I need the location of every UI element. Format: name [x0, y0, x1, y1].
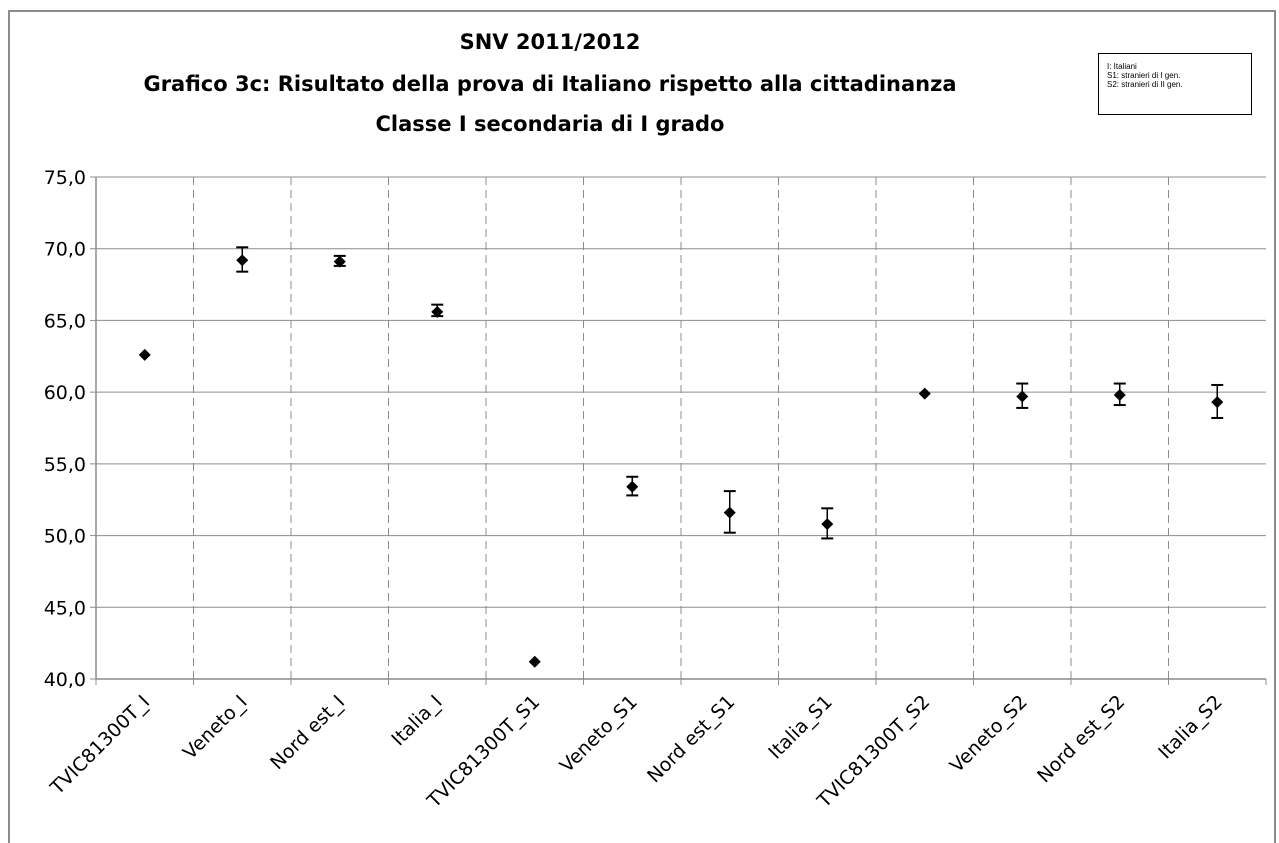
- x-tick-label: Veneto_S1: [556, 691, 642, 777]
- legend-entry: S1: stranieri di I gen.: [1107, 71, 1181, 80]
- data-point-marker: [333, 255, 346, 268]
- data-point-marker: [431, 305, 444, 318]
- chart-subtitle-line-2: Classe I secondaria di I grado: [375, 112, 725, 136]
- chart-subtitle-line-1: Grafico 3c: Risultato della prova di Ita…: [143, 72, 957, 96]
- data-point-marker: [236, 254, 249, 267]
- data-point-marker: [1211, 396, 1224, 409]
- data-point-marker: [1113, 389, 1126, 402]
- data-point-marker: [821, 518, 834, 531]
- chart-title: SNV 2011/2012: [459, 30, 641, 54]
- data-point-marker: [1016, 390, 1029, 403]
- x-tick-label: TVIC81300T_I: [46, 691, 155, 800]
- chart-frame: [8, 10, 1276, 843]
- data-point-marker: [528, 655, 541, 668]
- y-tick-label: 75,0: [44, 167, 86, 189]
- x-tick-label: Italia_I: [387, 691, 446, 750]
- x-tick-label: Italia_S2: [1154, 691, 1227, 764]
- y-tick-label: 55,0: [44, 454, 86, 476]
- y-tick-label: 65,0: [44, 310, 86, 332]
- y-tick-label: 60,0: [44, 382, 86, 404]
- data-point-marker: [918, 387, 931, 400]
- x-tick-label: Nord est_S1: [643, 691, 739, 787]
- y-tick-label: 40,0: [44, 669, 86, 691]
- legend-box: I: Italiani S1: stranieri di I gen. S2: …: [1098, 53, 1252, 115]
- y-tick-label: 50,0: [44, 526, 86, 548]
- y-tick-label: 70,0: [44, 239, 86, 261]
- data-point-marker: [723, 506, 736, 519]
- x-tick-label: Nord est_I: [266, 691, 349, 774]
- legend-entry: S2: stranieri di II gen.: [1107, 80, 1183, 89]
- y-tick-label: 45,0: [44, 597, 86, 619]
- x-tick-label: Italia_S1: [764, 691, 837, 764]
- x-tick-label: Veneto_S2: [946, 691, 1032, 777]
- x-tick-label: Veneto_I: [179, 691, 252, 764]
- x-tick-label: Nord est_S2: [1033, 691, 1129, 787]
- legend-entry: I: Italiani: [1107, 62, 1137, 71]
- data-point-marker: [138, 348, 151, 361]
- data-point-marker: [626, 480, 639, 493]
